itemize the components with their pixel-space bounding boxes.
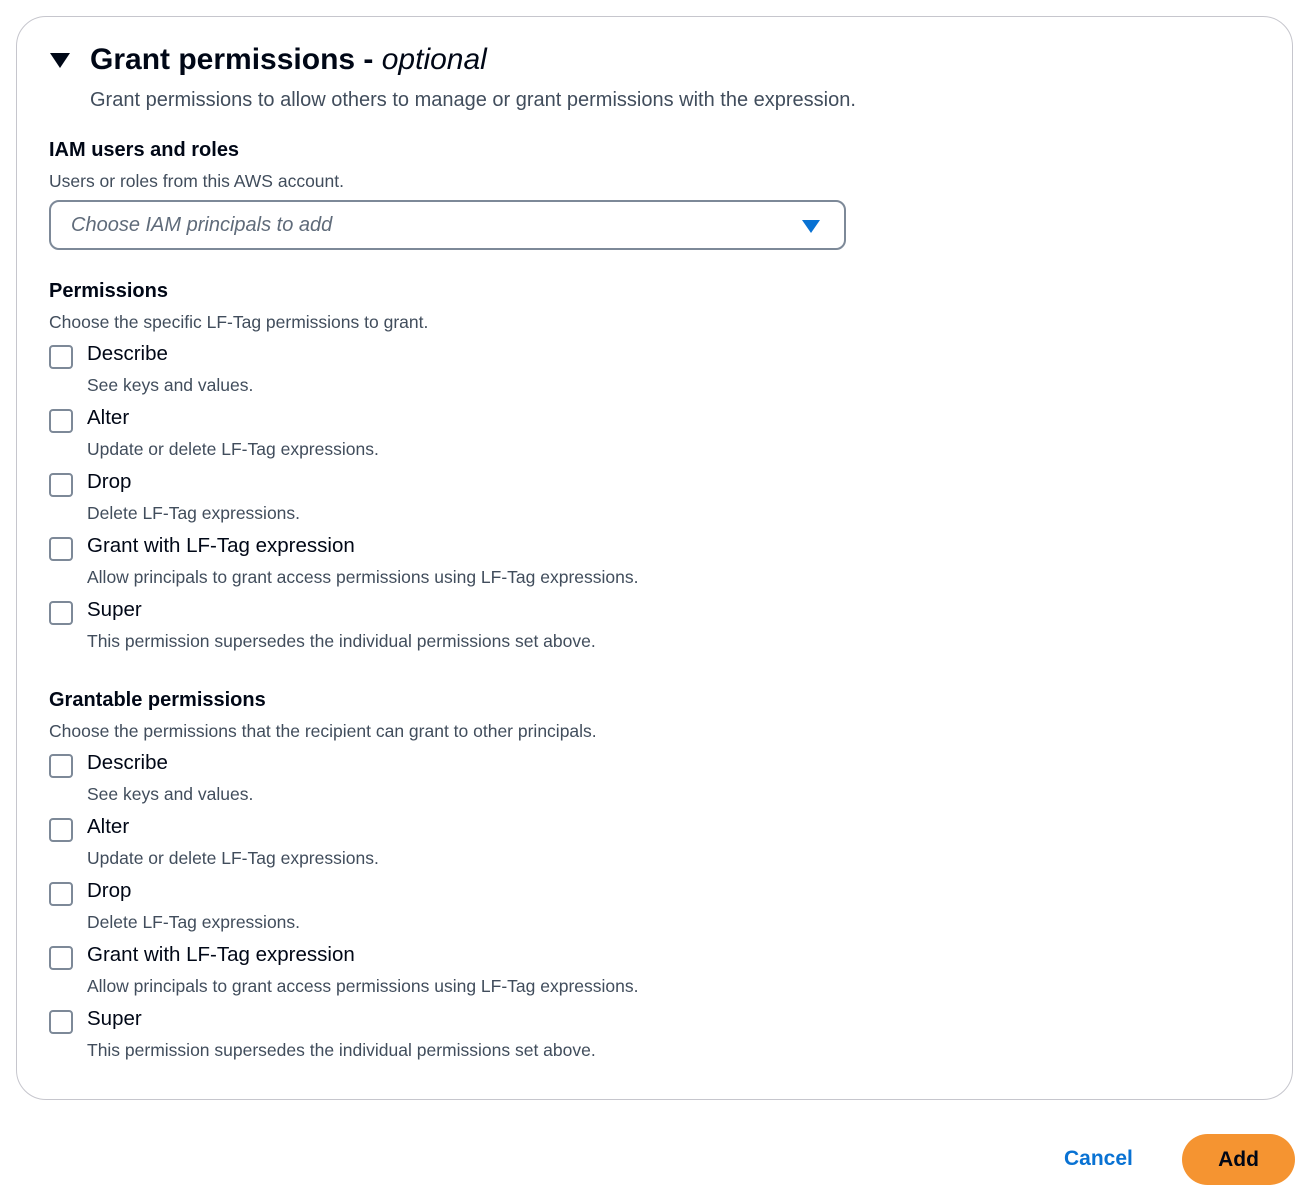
caret-down-icon[interactable] xyxy=(50,53,70,68)
permissions-option-description: Allow principals to grant access permiss… xyxy=(87,567,639,587)
grant-permissions-panel: Grant permissions - optional Grant permi… xyxy=(16,16,1293,1100)
iam-principals-select[interactable]: Choose IAM principals to add xyxy=(49,200,846,250)
permissions-checkbox[interactable] xyxy=(49,537,73,561)
add-button[interactable]: Add xyxy=(1182,1134,1295,1185)
section-description: Grant permissions to allow others to man… xyxy=(90,89,856,111)
cancel-button[interactable]: Cancel xyxy=(1064,1147,1133,1170)
grantable-checkbox[interactable] xyxy=(49,754,73,778)
permissions-option-label[interactable]: Super xyxy=(87,598,142,621)
permissions-option-label[interactable]: Grant with LF-Tag expression xyxy=(87,534,355,557)
grantable-option-description: See keys and values. xyxy=(87,784,254,804)
grantable-label: Grantable permissions xyxy=(49,689,266,711)
grantable-option-description: Update or delete LF-Tag expressions. xyxy=(87,848,379,868)
select-placeholder: Choose IAM principals to add xyxy=(71,214,333,236)
permissions-option-label[interactable]: Drop xyxy=(87,470,132,493)
section-title[interactable]: Grant permissions - optional xyxy=(90,43,487,76)
grantable-checkbox[interactable] xyxy=(49,1010,73,1034)
permissions-option-label[interactable]: Alter xyxy=(87,406,130,429)
grantable-option-label[interactable]: Super xyxy=(87,1007,142,1030)
grantable-option-description: Delete LF-Tag expressions. xyxy=(87,912,301,932)
iam-description: Users or roles from this AWS account. xyxy=(49,171,344,191)
iam-label: IAM users and roles xyxy=(49,139,240,161)
permissions-option-description: This permission supersedes the individua… xyxy=(87,631,596,651)
grantable-checkbox[interactable] xyxy=(49,946,73,970)
dropdown-arrow-icon xyxy=(802,220,820,233)
permissions-checkbox[interactable] xyxy=(49,409,73,433)
grantable-checkbox[interactable] xyxy=(49,818,73,842)
permissions-description: Choose the specific LF-Tag permissions t… xyxy=(49,312,429,332)
grantable-checkbox[interactable] xyxy=(49,882,73,906)
grantable-option-description: This permission supersedes the individua… xyxy=(87,1040,596,1060)
permissions-checkbox[interactable] xyxy=(49,345,73,369)
grantable-option-label[interactable]: Drop xyxy=(87,879,132,902)
optional-label: optional xyxy=(381,43,487,76)
permissions-checkbox[interactable] xyxy=(49,473,73,497)
permissions-option-description: Delete LF-Tag expressions. xyxy=(87,503,301,523)
permissions-label: Permissions xyxy=(49,280,168,302)
permissions-option-label[interactable]: Describe xyxy=(87,342,168,365)
grantable-option-label[interactable]: Alter xyxy=(87,815,130,838)
grantable-option-description: Allow principals to grant access permiss… xyxy=(87,976,639,996)
permissions-checkbox[interactable] xyxy=(49,601,73,625)
grantable-option-label[interactable]: Describe xyxy=(87,751,168,774)
permissions-option-description: See keys and values. xyxy=(87,375,254,395)
permissions-option-description: Update or delete LF-Tag expressions. xyxy=(87,439,379,459)
grantable-option-label[interactable]: Grant with LF-Tag expression xyxy=(87,943,355,966)
grantable-description: Choose the permissions that the recipien… xyxy=(49,721,597,741)
